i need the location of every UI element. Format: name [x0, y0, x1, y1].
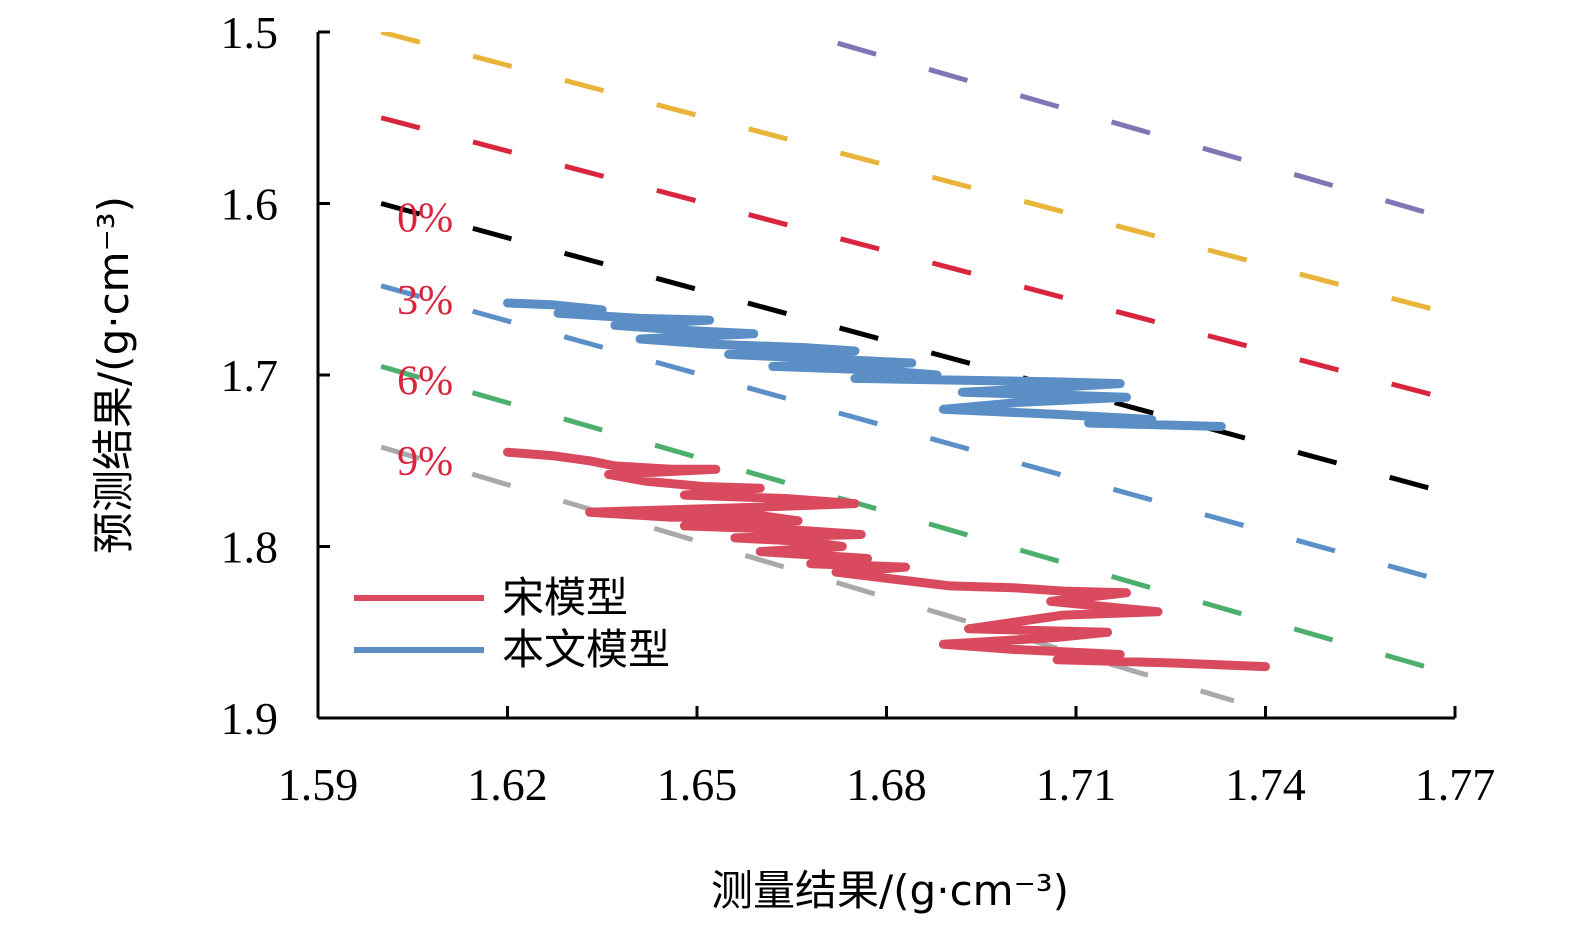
error-band-labels: 0% 3% 6% 9%: [397, 196, 453, 486]
series-line-0: [503, 447, 1270, 672]
tick-labels: 1.59 1.62 1.65 1.68 1.71 1.74 1.77 1.5 1.6 1.7 1.8…: [221, 7, 1496, 810]
x-tick-label-6: 1.77: [1415, 759, 1496, 810]
x-axis-title: 测量结果/(g·cm⁻³): [711, 866, 1069, 915]
data-series: [503, 298, 1270, 672]
error-band-line-2: [380, 115, 1455, 404]
y-tick-label-2: 1.7: [221, 350, 279, 401]
y-axis-title: 预测结果/(g·cm⁻³): [89, 196, 138, 554]
x-tick-label-5: 1.74: [1225, 759, 1306, 810]
x-tick-label-1: 1.62: [467, 759, 548, 810]
error-band-line-1: [380, 32, 1455, 318]
y-tick-label-1: 1.6: [221, 179, 279, 230]
x-tick-label-0: 1.59: [278, 759, 359, 810]
axes: [316, 30, 1457, 720]
error-band-label-9pct: 9%: [397, 439, 453, 485]
series-line-1: [503, 298, 1226, 431]
error-band-line-4: [380, 283, 1455, 587]
error-band-line-0: [789, 32, 1455, 224]
error-band-label-3pct: 3%: [397, 278, 453, 324]
x-tick-label-4: 1.71: [1036, 759, 1117, 810]
error-band-label-0pct: 0%: [397, 196, 453, 242]
x-tick-label-2: 1.65: [657, 759, 738, 810]
legend-label-0: 宋模型: [502, 573, 628, 622]
y-tick-label-0: 1.5: [221, 7, 279, 58]
y-tick-label-3: 1.8: [221, 522, 279, 573]
y-tick-label-4: 1.9: [221, 693, 279, 744]
legend-label-1: 本文模型: [502, 625, 670, 674]
x-tick-label-3: 1.68: [846, 759, 927, 810]
error-band-label-6pct: 6%: [397, 358, 453, 404]
